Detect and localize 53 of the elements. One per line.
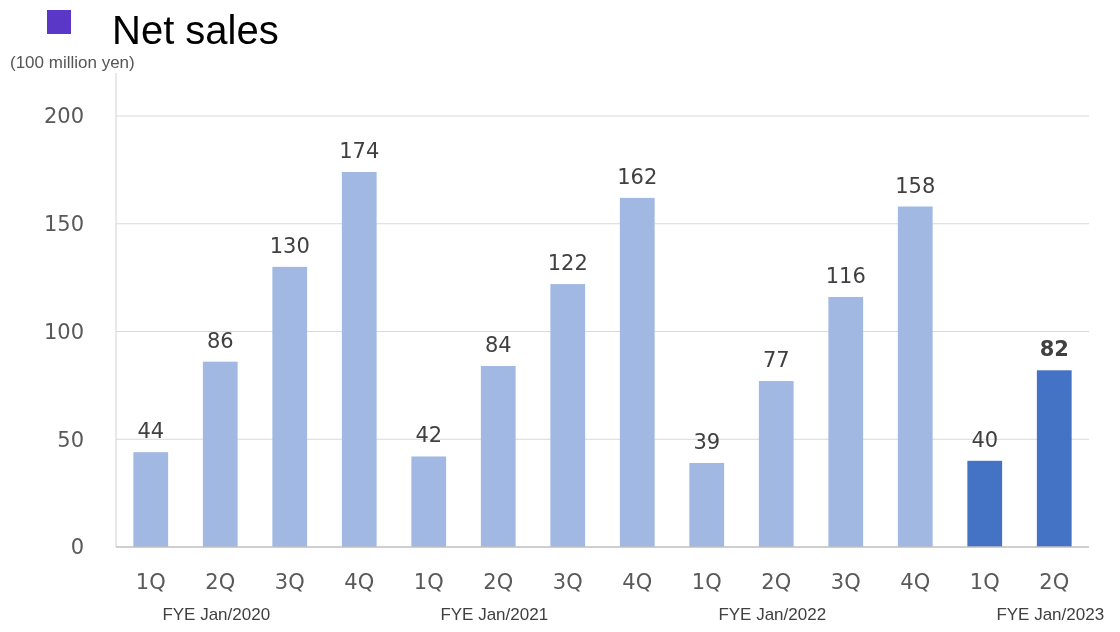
bar <box>133 452 169 547</box>
data-label: 86 <box>206 328 234 353</box>
y-tick-label: 50 <box>57 427 84 452</box>
x-tick-label: 2Q <box>1039 570 1070 595</box>
y-tick-label: 200 <box>43 104 84 129</box>
bar <box>689 462 725 547</box>
bar <box>828 297 864 547</box>
data-label: 40 <box>971 427 999 452</box>
bar <box>480 365 516 547</box>
data-label: 116 <box>825 264 866 289</box>
bar <box>758 381 794 547</box>
bar <box>411 456 447 547</box>
x-tick-label: 2Q <box>483 570 514 595</box>
data-label: 122 <box>547 251 588 276</box>
chart-title: Net sales <box>112 8 279 52</box>
x-tick-label: 4Q <box>344 570 375 595</box>
bar <box>550 284 586 547</box>
x-tick-label: 3Q <box>552 570 583 595</box>
y-tick-label: 0 <box>70 535 84 560</box>
x-tick-label: 2Q <box>761 570 792 595</box>
data-label: 44 <box>137 419 165 444</box>
bar <box>1036 370 1072 547</box>
x-tick-label: 4Q <box>900 570 931 595</box>
y-tick-label: 100 <box>43 319 84 344</box>
text: FYE Jan/2022 <box>718 605 827 624</box>
x-tick-label: 1Q <box>413 570 444 595</box>
x-tick-label: 2Q <box>205 570 236 595</box>
data-label: 42 <box>415 423 443 448</box>
x-tick-label: 1Q <box>691 570 722 595</box>
y-axis-title: (100 million yen) <box>10 53 135 72</box>
x-tick-label: 3Q <box>830 570 861 595</box>
data-label: 174 <box>339 139 380 164</box>
data-label: 130 <box>269 233 310 258</box>
bar <box>272 266 308 547</box>
data-label: 77 <box>762 348 790 373</box>
data-label: 39 <box>693 429 721 454</box>
bar <box>341 172 377 547</box>
text: FYE Jan/2023 <box>996 605 1105 624</box>
x-tick-label: 3Q <box>274 570 305 595</box>
y-tick-label: 150 <box>43 212 84 237</box>
x-tick-label: 1Q <box>969 570 1000 595</box>
text: FYE Jan/2021 <box>440 605 549 624</box>
text: FYE Jan/2020 <box>162 605 271 624</box>
data-label: 84 <box>484 332 512 357</box>
data-label: 82 <box>1039 337 1069 362</box>
bar <box>967 460 1003 547</box>
bar <box>897 206 933 547</box>
data-label: 162 <box>617 164 658 189</box>
data-label: 158 <box>895 173 936 198</box>
x-tick-label: 1Q <box>135 570 166 595</box>
bar <box>202 361 238 547</box>
bar <box>619 197 655 547</box>
x-tick-label: 4Q <box>622 570 653 595</box>
